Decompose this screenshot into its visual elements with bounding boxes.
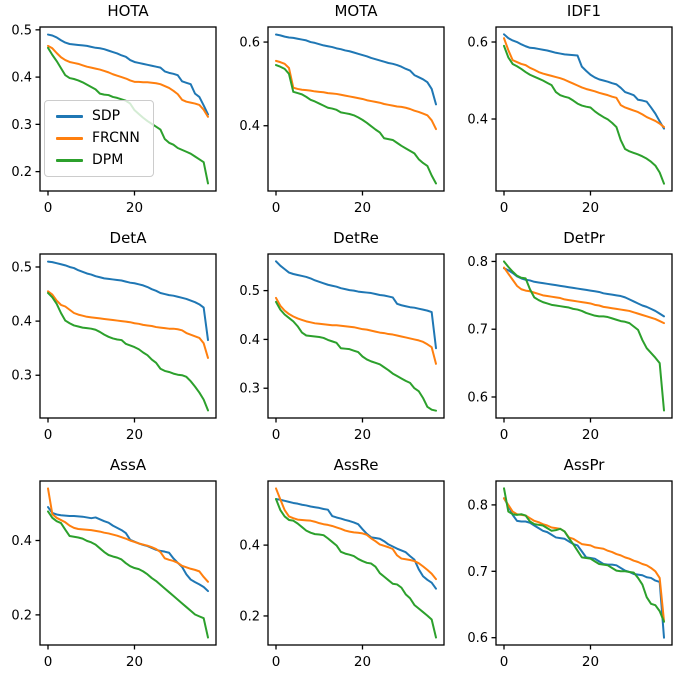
chart-hota: HOTA 0.2 0.3 0.4 0.5 0 20 SDP FRCNN DPM	[0, 0, 228, 227]
svg-text:0.2: 0.2	[11, 165, 32, 180]
svg-text:0.4: 0.4	[239, 119, 260, 134]
svg-text:0: 0	[500, 427, 509, 443]
svg-text:0.2: 0.2	[11, 608, 32, 623]
svg-text:0.8: 0.8	[467, 255, 488, 270]
chart-title-assre: AssRe	[333, 456, 379, 474]
svg-text:0: 0	[272, 200, 281, 216]
legend-label-frcnn: FRCNN	[92, 130, 140, 146]
chart-title-assa: AssA	[109, 456, 147, 474]
svg-text:0.6: 0.6	[467, 390, 488, 405]
chart-assa: AssA 0.2 0.4 0 20	[0, 454, 228, 681]
chart-assre: AssRe 0.2 0.4 0 20	[228, 454, 456, 681]
sdp-line-swatch	[56, 115, 83, 118]
svg-text:0.7: 0.7	[467, 565, 488, 580]
svg-text:0.5: 0.5	[239, 284, 260, 299]
legend: SDP FRCNN DPM	[44, 100, 154, 177]
svg-text:20: 20	[126, 200, 143, 216]
legend-label-dpm: DPM	[92, 152, 124, 168]
frcnn-line-swatch	[56, 137, 83, 140]
svg-text:0.4: 0.4	[11, 534, 32, 549]
svg-text:20: 20	[582, 654, 599, 670]
assa-plot-area: 0.2 0.4 0 20	[11, 480, 217, 670]
svg-text:0.4: 0.4	[239, 333, 260, 348]
svg-text:0.7: 0.7	[467, 323, 488, 338]
chart-title-deta: DetA	[109, 229, 147, 247]
svg-text:0: 0	[44, 200, 53, 216]
chart-detre: DetRe 0.3 0.4 0.5 0 20	[228, 227, 456, 454]
assre-plot-area: 0.2 0.4 0 20	[239, 480, 445, 670]
deta-plot-area: 0.3 0.4 0.5 0 20	[11, 253, 217, 443]
svg-text:0.5: 0.5	[11, 260, 32, 275]
svg-text:0.4: 0.4	[239, 539, 260, 554]
chart-mota: MOTA 0.4 0.6 0 20	[228, 0, 456, 227]
svg-text:0.3: 0.3	[11, 118, 32, 133]
chart-title-hota: HOTA	[107, 2, 149, 20]
idf1-plot-area: 0.4 0.6 0 20	[467, 26, 673, 216]
chart-asspr: AssPr 0.6 0.7 0.8 0 20	[456, 454, 684, 681]
detpr-plot-area: 0.6 0.7 0.8 0 20	[467, 253, 673, 443]
svg-text:0.3: 0.3	[11, 369, 32, 384]
chart-idf1: IDF1 0.4 0.6 0 20	[456, 0, 684, 227]
svg-text:20: 20	[354, 654, 371, 670]
svg-text:0.4: 0.4	[467, 113, 488, 128]
chart-title-idf1: IDF1	[566, 2, 602, 20]
svg-text:0: 0	[44, 654, 53, 670]
chart-title-detpr: DetPr	[563, 229, 605, 247]
chart-title-detre: DetRe	[333, 229, 379, 247]
svg-text:0.6: 0.6	[467, 36, 488, 51]
svg-text:0.5: 0.5	[11, 24, 32, 38]
svg-text:0.2: 0.2	[239, 609, 260, 624]
chart-title-asspr: AssPr	[563, 456, 605, 474]
svg-text:0.4: 0.4	[11, 315, 32, 330]
svg-text:0: 0	[272, 427, 281, 443]
legend-label-sdp: SDP	[92, 108, 121, 124]
svg-text:0.4: 0.4	[11, 71, 32, 86]
svg-text:20: 20	[126, 427, 143, 443]
chart-title-mota: MOTA	[334, 2, 378, 20]
legend-item-sdp: SDP	[56, 109, 140, 124]
svg-text:0.6: 0.6	[467, 631, 488, 646]
svg-text:20: 20	[354, 427, 371, 443]
svg-text:0: 0	[500, 200, 509, 216]
svg-text:20: 20	[126, 654, 143, 670]
asspr-plot-area: 0.6 0.7 0.8 0 20	[467, 480, 673, 670]
chart-deta: DetA 0.3 0.4 0.5 0 20	[0, 227, 228, 454]
svg-text:20: 20	[582, 427, 599, 443]
mota-plot-area: 0.4 0.6 0 20	[239, 26, 445, 216]
svg-text:0: 0	[44, 427, 53, 443]
detre-plot-area: 0.3 0.4 0.5 0 20	[239, 253, 445, 443]
svg-text:0.8: 0.8	[467, 498, 488, 513]
legend-item-dpm: DPM	[56, 153, 140, 168]
svg-text:0.3: 0.3	[239, 382, 260, 397]
svg-text:0: 0	[272, 654, 281, 670]
legend-item-frcnn: FRCNN	[56, 131, 140, 146]
chart-detpr: DetPr 0.6 0.7 0.8 0 20	[456, 227, 684, 454]
svg-text:20: 20	[354, 200, 371, 216]
svg-text:0.6: 0.6	[239, 36, 260, 51]
svg-text:0: 0	[500, 654, 509, 670]
svg-text:20: 20	[582, 200, 599, 216]
dpm-line-swatch	[56, 159, 83, 162]
